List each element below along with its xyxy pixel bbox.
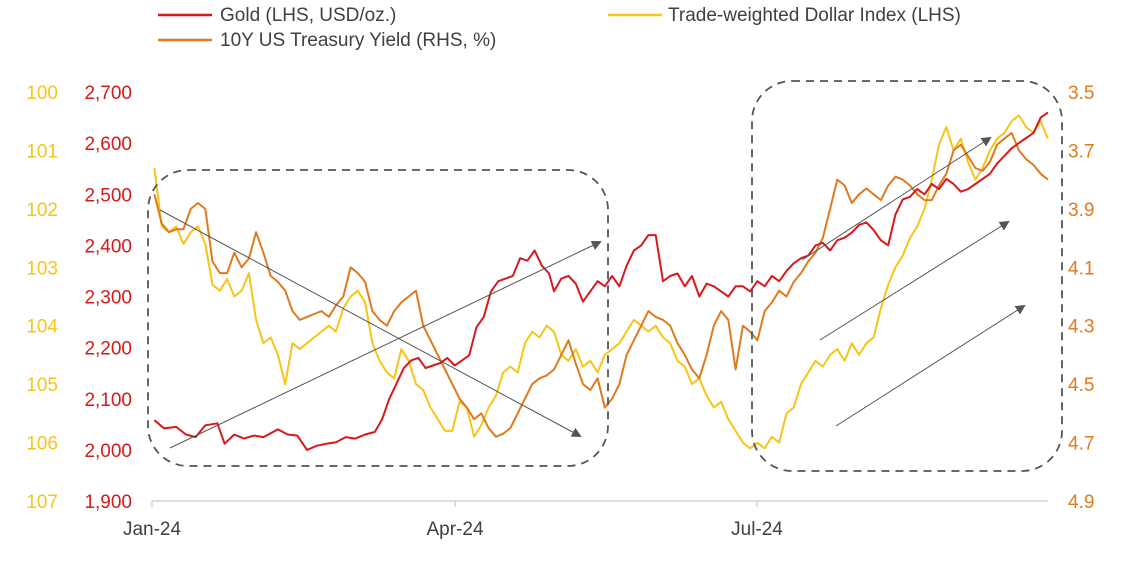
legend-gold-label: Gold (LHS, USD/oz.) xyxy=(220,5,396,26)
trend-arrow-down xyxy=(159,209,582,437)
y-dollar-tick-label: 105 xyxy=(26,375,58,396)
trend-arrow-up-right-1 xyxy=(801,136,992,261)
y-yield-tick-label: 4.7 xyxy=(1068,434,1094,455)
trend-arrow-up-right-3 xyxy=(835,304,1026,427)
y-yield-tick-label: 3.5 xyxy=(1068,83,1094,104)
x-tick-label: Jul-24 xyxy=(731,519,783,540)
x-tick-label: Apr-24 xyxy=(426,519,483,540)
annotation-box-left xyxy=(147,169,609,467)
annotation-box-right xyxy=(751,80,1063,472)
legend-dollar-label: Trade-weighted Dollar Index (LHS) xyxy=(668,5,961,26)
y-dollar-tick-label: 106 xyxy=(26,434,58,455)
x-tick-label: Jan-24 xyxy=(123,519,182,540)
y-gold-tick-label: 2,100 xyxy=(84,390,132,411)
y-dollar-tick-label: 103 xyxy=(26,258,58,279)
y-yield-tick-label: 4.5 xyxy=(1068,375,1094,396)
y-gold-tick-label: 2,300 xyxy=(84,288,132,309)
y-axis-yield-ticks: 3.5 3.7 3.9 4.1 4.3 4.5 4.7 4.9 xyxy=(1068,83,1094,513)
y-gold-tick-label: 2,700 xyxy=(84,83,132,104)
series-line-gold xyxy=(153,111,1049,451)
trend-arrow-up-gold xyxy=(169,240,602,449)
y-yield-tick-label: 4.9 xyxy=(1068,492,1094,513)
y-dollar-tick-label: 101 xyxy=(26,141,58,162)
legend-yield-label: 10Y US Treasury Yield (RHS, %) xyxy=(220,30,496,51)
y-yield-tick-label: 4.3 xyxy=(1068,317,1094,338)
y-yield-tick-label: 3.7 xyxy=(1068,141,1094,162)
series-line-dollar xyxy=(153,114,1049,450)
y-axis-dollar-ticks: 100 101 102 103 104 105 106 107 xyxy=(26,83,58,513)
y-gold-tick-label: 1,900 xyxy=(84,492,132,513)
legend: Gold (LHS, USD/oz.) Trade-weighted Dolla… xyxy=(158,5,961,51)
y-gold-tick-label: 2,500 xyxy=(84,185,132,206)
y-gold-tick-label: 2,000 xyxy=(84,441,132,462)
y-yield-tick-label: 4.1 xyxy=(1068,258,1094,279)
y-gold-tick-label: 2,200 xyxy=(84,339,132,360)
y-dollar-tick-label: 107 xyxy=(26,492,58,513)
trend-arrow-up-right-2 xyxy=(819,220,1010,341)
x-axis-ticks: Jan-24 Apr-24 Jul-24 xyxy=(123,501,783,540)
y-dollar-tick-label: 100 xyxy=(26,83,58,104)
series-group xyxy=(153,111,1049,451)
series-line-yield xyxy=(153,131,1049,438)
y-axis-gold-ticks: 2,700 2,600 2,500 2,400 2,300 2,200 2,100 2,000… xyxy=(84,83,132,513)
y-gold-tick-label: 2,400 xyxy=(84,236,132,257)
y-dollar-tick-label: 104 xyxy=(26,317,58,338)
y-gold-tick-label: 2,600 xyxy=(84,134,132,155)
y-yield-tick-label: 3.9 xyxy=(1068,200,1094,221)
y-dollar-tick-label: 102 xyxy=(26,200,58,221)
